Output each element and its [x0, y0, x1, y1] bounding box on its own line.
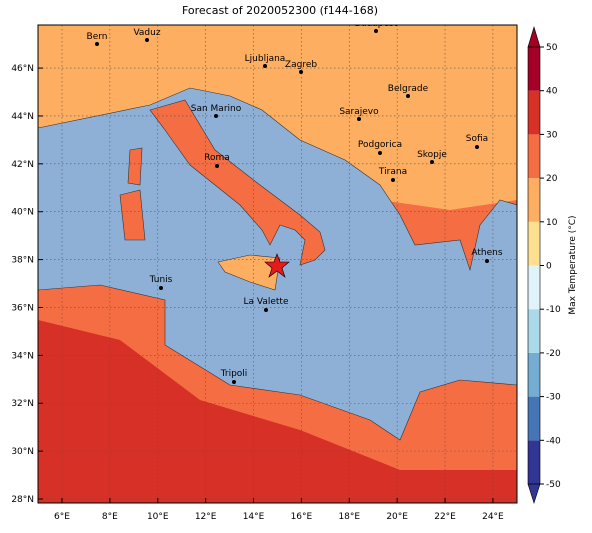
- map-frame: [37, 24, 518, 504]
- lon-label: 24°E: [482, 512, 504, 522]
- colorbar-band: [528, 352, 540, 397]
- lon-label: 20°E: [386, 512, 408, 522]
- city-label: Sarajevo: [339, 107, 379, 117]
- colorbar-label: Max Temperature (°C): [568, 215, 578, 314]
- star-marker: [264, 253, 290, 278]
- city-dot: [145, 38, 149, 42]
- lat-label: 38°N: [11, 256, 34, 266]
- city-dot: [475, 145, 479, 149]
- lon-label: 22°E: [434, 512, 456, 522]
- city-label: Budapest: [355, 19, 398, 29]
- title: Forecast of 2020052300 (f144-168): [182, 4, 378, 17]
- city-dot: [214, 114, 218, 118]
- lon-label: 14°E: [243, 512, 265, 522]
- colorbar-tick-label: -10: [546, 305, 561, 315]
- italy: [149, 99, 326, 266]
- colorbar-extend: [527, 483, 541, 504]
- city-label: Podgorica: [358, 140, 402, 150]
- city-label: Vaduz: [133, 28, 160, 38]
- city-label: La Valette: [244, 297, 289, 307]
- city-label: Bern: [87, 32, 108, 42]
- lon-label: 16°E: [291, 512, 313, 522]
- lat-label: 46°N: [11, 64, 34, 74]
- colorbar-band: [528, 440, 540, 484]
- colorbar-band: [528, 178, 540, 222]
- cities: Bern Vaduz Budapest Ljubljana Zagreb Bel…: [87, 19, 503, 384]
- city-label: Roma: [204, 153, 230, 163]
- city-label: Ljubljana: [245, 54, 286, 64]
- axes: 6°E 8°E 10°E 12°E 14°E 16°E 18°E 20°E 22°E 24°E 28…: [11, 64, 504, 522]
- lon-label: 18°E: [338, 512, 360, 522]
- colorbar-tick-label: -20: [546, 349, 561, 359]
- lat-label: 42°N: [11, 160, 34, 170]
- city-dot: [215, 164, 219, 168]
- city-label: San Marino: [191, 104, 242, 114]
- lat-label: 34°N: [11, 351, 34, 361]
- lon-label: 10°E: [147, 512, 169, 522]
- colorbar-band: [528, 309, 540, 353]
- city-dot: [263, 64, 267, 68]
- lat-label: 40°N: [11, 208, 34, 218]
- city-dot: [299, 70, 303, 74]
- lat-label: 36°N: [11, 303, 34, 313]
- colorbar-tick-label: -50: [546, 480, 561, 490]
- city-dot: [485, 259, 489, 263]
- colorbar-tick-label: 50: [546, 43, 558, 53]
- colorbar-band: [528, 90, 540, 135]
- colorbar-band: [528, 134, 540, 179]
- sicily: [217, 254, 281, 291]
- map-area: Bern Vaduz Budapest Ljubljana Zagreb Bel…: [38, 19, 517, 503]
- colorbar-extend: [527, 25, 541, 48]
- colorbar-tick-label: -40: [546, 436, 561, 446]
- colorbar-band: [528, 221, 540, 266]
- colorbar-band: [528, 265, 540, 310]
- lon-label: 8°E: [102, 512, 118, 522]
- colorbar-tick-label: 0: [546, 262, 552, 272]
- city-dot: [378, 151, 382, 155]
- city-label: Tripoli: [220, 369, 248, 379]
- colorbar-band: [528, 396, 540, 441]
- corsica: [127, 147, 143, 186]
- lon-label: 6°E: [54, 512, 70, 522]
- lat-label: 44°N: [11, 112, 34, 122]
- colorbar-tick-label: 40: [546, 87, 558, 97]
- city-dot: [264, 308, 268, 312]
- colorbar-tick-label: 10: [546, 218, 558, 228]
- lat-label: 30°N: [11, 447, 34, 457]
- city-dot: [391, 178, 395, 182]
- city-dot: [406, 94, 410, 98]
- city-label: Athens: [471, 248, 502, 258]
- city-label: Sofia: [466, 134, 488, 144]
- colorbar-band: [528, 47, 540, 91]
- city-dot: [374, 29, 378, 33]
- lat-label: 32°N: [11, 399, 34, 409]
- colorbar-tick-label: -30: [546, 393, 561, 403]
- city-dot: [357, 117, 361, 121]
- colorbar: -50 -40 -30 -20 -10 0 10 20 30 40 50: [527, 25, 561, 504]
- colorbar-tick-label: 20: [546, 174, 558, 184]
- city-label: Tunis: [149, 275, 173, 285]
- city-dot: [430, 160, 434, 164]
- colorbar-tick-label: 30: [546, 130, 558, 140]
- city-label: Belgrade: [388, 84, 429, 94]
- lon-label: 12°E: [195, 512, 217, 522]
- city-dot: [232, 380, 236, 384]
- city-dot: [95, 42, 99, 46]
- city-label: Skopje: [417, 150, 447, 160]
- sardinia: [119, 189, 146, 241]
- lat-label: 28°N: [11, 495, 34, 505]
- city-label: Zagreb: [285, 60, 317, 70]
- city-dot: [159, 286, 163, 290]
- city-label: Tirana: [378, 167, 407, 177]
